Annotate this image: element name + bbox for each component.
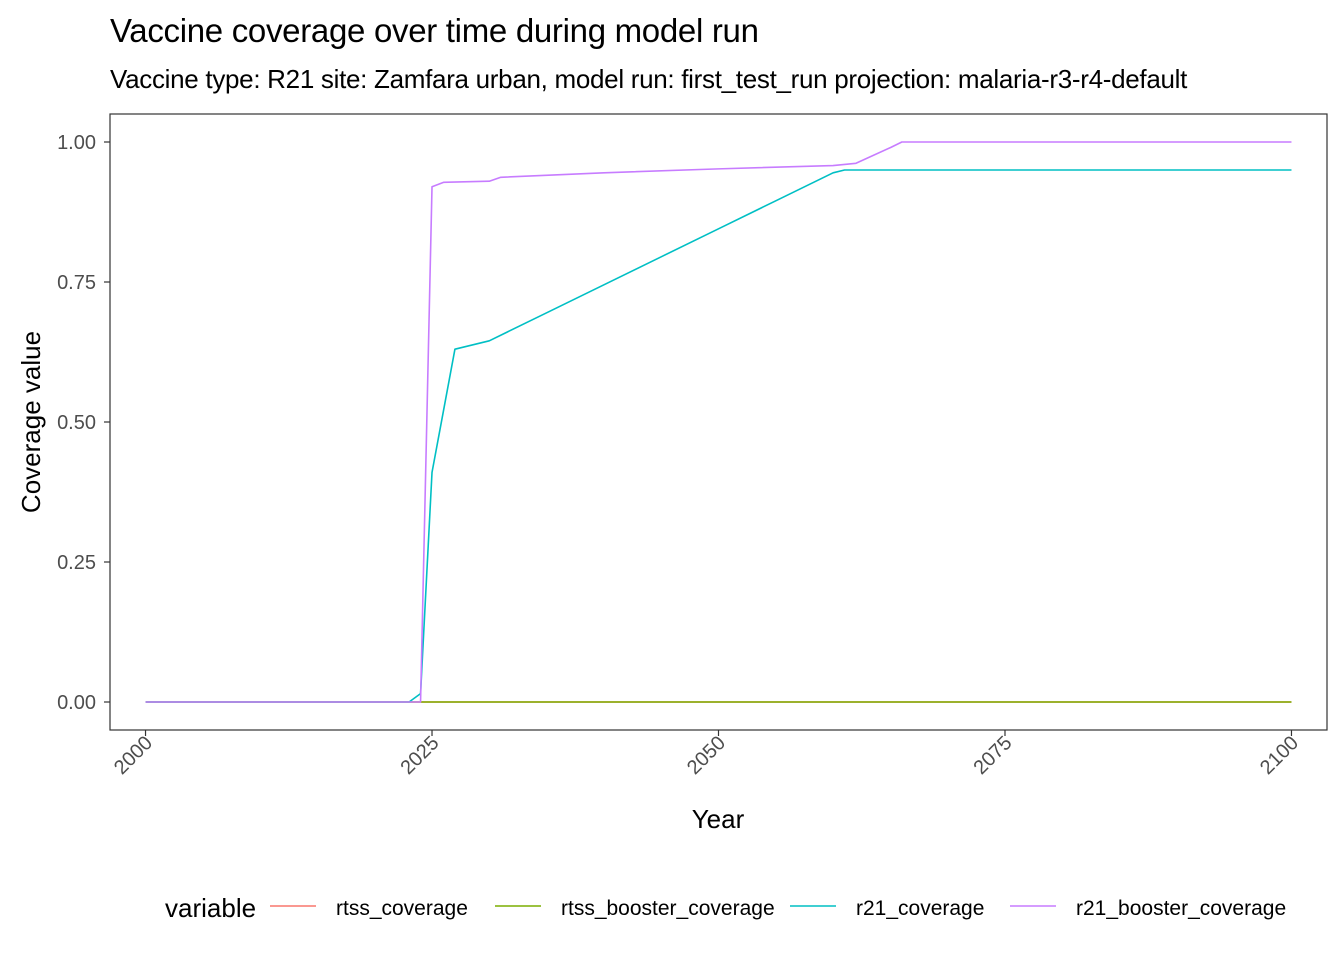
x-axis: 2000 2025 2050 2075 2100 xyxy=(110,730,1303,779)
legend-title: variable xyxy=(165,893,256,923)
y-tick-label: 1.00 xyxy=(57,132,96,154)
y-tick-label: 0.75 xyxy=(57,272,96,294)
x-axis-title: Year xyxy=(692,804,745,834)
x-tick-label: 2025 xyxy=(397,732,444,779)
series-line-r21-booster-coverage xyxy=(145,141,1292,703)
legend-label-rtss-coverage: rtss_coverage xyxy=(336,897,468,920)
plot-panel xyxy=(109,113,1328,731)
legend-label-r21-coverage: r21_coverage xyxy=(856,897,984,920)
y-axis-title: Coverage value xyxy=(16,331,46,513)
x-tick-label: 2100 xyxy=(1256,732,1303,779)
y-axis: 0.00 0.25 0.50 0.75 1.00 xyxy=(57,132,110,714)
x-tick-label: 2050 xyxy=(683,732,730,779)
legend-label-rtss-booster-coverage: rtss_booster_coverage xyxy=(561,897,775,920)
legend: variable rtss_coverage rtss_booster_cover… xyxy=(165,893,1286,923)
y-tick-label: 0.50 xyxy=(57,412,96,434)
y-tick-label: 0.25 xyxy=(57,552,96,574)
series-line-r21-coverage xyxy=(145,169,1292,703)
y-tick-label: 0.00 xyxy=(57,692,96,714)
x-tick-label: 2075 xyxy=(970,732,1017,779)
chart-title: Vaccine coverage over time during model … xyxy=(110,12,759,49)
x-tick-label: 2000 xyxy=(110,732,157,779)
legend-label-r21-booster-coverage: r21_booster_coverage xyxy=(1076,897,1286,920)
chart-subtitle: Vaccine type: R21 site: Zamfara urban, m… xyxy=(110,64,1188,94)
series-lines xyxy=(145,141,1292,703)
